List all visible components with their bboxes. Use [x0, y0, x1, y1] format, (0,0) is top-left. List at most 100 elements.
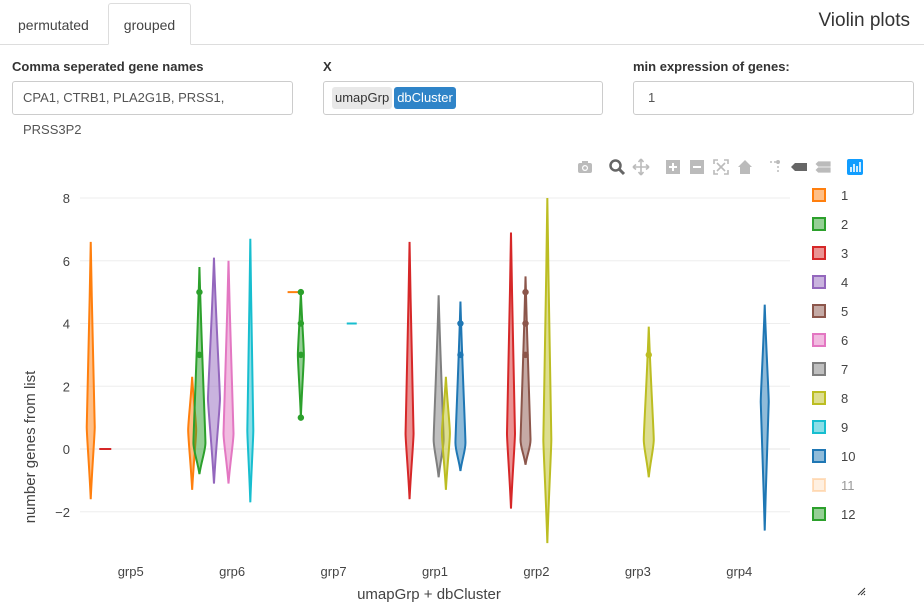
legend-item-1[interactable]: 1 [812, 188, 848, 203]
legend-label: 5 [841, 304, 848, 319]
tab-grouped[interactable]: grouped [108, 3, 191, 45]
y-tick-label: 0 [63, 442, 70, 457]
y-tick-label: 4 [63, 317, 70, 332]
legend-swatch [812, 275, 826, 289]
page-title: Violin plots [818, 10, 910, 31]
legend-swatch [812, 304, 826, 318]
violin-3-grp2 [505, 232, 516, 509]
pan-icon[interactable] [632, 158, 650, 176]
legend-label: 8 [841, 391, 848, 406]
x-tick-label: grp4 [726, 564, 752, 579]
y-axis-title: number genes from list [22, 370, 39, 523]
y-tick-label: −2 [55, 505, 70, 520]
violin-6-grp6 [222, 260, 235, 484]
legend-swatch [812, 246, 826, 260]
tab-bar: permutated grouped Violin plots [0, 0, 924, 45]
legend-label: 4 [841, 275, 848, 290]
x-tick-label: grp1 [422, 564, 448, 579]
violin-10-grp4 [759, 304, 770, 531]
legend-swatch [812, 478, 826, 492]
y-tick-label: 8 [63, 191, 70, 206]
violin-point [297, 320, 305, 327]
violin-3-grp1 [404, 241, 415, 500]
violin-8-grp2 [542, 197, 553, 544]
violin-shape [505, 232, 516, 509]
violin-shape [246, 238, 255, 503]
legend-label: 2 [841, 217, 848, 232]
legend-item-10[interactable]: 10 [812, 449, 855, 464]
violin-shape [440, 376, 451, 490]
x-label: X [323, 59, 332, 74]
tab-permutated[interactable]: permutated [18, 17, 89, 33]
violin-8-grp3 [642, 326, 655, 478]
legend-item-3[interactable]: 3 [812, 246, 848, 261]
violin-shape [642, 326, 655, 478]
violin-10-grp1 [454, 301, 467, 472]
legend-swatch [812, 420, 826, 434]
violin-shape [85, 241, 96, 500]
legend-label: 10 [841, 449, 855, 464]
hover-compare-icon[interactable] [814, 158, 832, 176]
legend-label: 7 [841, 362, 848, 377]
legend-item-4[interactable]: 4 [812, 275, 848, 290]
violin-shape [222, 260, 235, 484]
minexpr-label: min expression of genes: [633, 59, 790, 74]
violin-point [196, 288, 203, 296]
y-tick-label: 2 [63, 379, 70, 394]
violin-chart: −2 0 2 4 6 8 grp5 grp6 grp7 grp1 grp2 grp3 grp4 numb… [22, 188, 855, 603]
x-chip-umapgrp[interactable]: umapGrp [332, 87, 393, 109]
legend-label: 12 [841, 507, 855, 522]
legend-item-7[interactable]: 7 [812, 362, 848, 377]
zoom-icon[interactable] [608, 158, 626, 176]
legend-label: 1 [841, 188, 848, 203]
spike-lines-icon[interactable] [766, 158, 784, 176]
violin-shape [454, 301, 467, 472]
legend-item-11[interactable]: 11 [812, 478, 855, 493]
violin-point [196, 351, 203, 359]
hover-closest-icon[interactable] [790, 158, 808, 176]
violin-point [457, 320, 464, 327]
x-tick-label: grp3 [625, 564, 651, 579]
y-tick-label: 6 [63, 254, 70, 269]
autoscale-icon[interactable] [712, 158, 730, 176]
legend-label: 6 [841, 333, 848, 348]
legend-item-9[interactable]: 9 [812, 420, 848, 435]
resize-handle-icon[interactable] [856, 586, 866, 596]
x-tick-label: grp2 [523, 564, 549, 579]
violin-5-grp2 [519, 276, 532, 465]
violin-9-grp6 [246, 238, 255, 503]
violin-shape [542, 197, 553, 544]
legend-item-5[interactable]: 5 [812, 304, 848, 319]
minexpr-input[interactable]: 1 [633, 81, 914, 115]
violin-2-grp6 [192, 266, 207, 475]
violin-shape [192, 266, 207, 475]
genes-label: Comma seperated gene names [12, 59, 204, 74]
genes-input[interactable]: CPA1, CTRB1, PLA2G1B, PRSS1, PRSS3P2 [12, 81, 293, 137]
x-axis-title: umapGrp + dbCluster [357, 586, 501, 603]
zoom-in-icon[interactable] [664, 158, 682, 176]
violin-point [297, 351, 305, 359]
x-select[interactable]: umapGrp dbCluster [323, 81, 603, 115]
zoom-out-icon[interactable] [688, 158, 706, 176]
violin-point [522, 288, 529, 296]
legend-item-2[interactable]: 2 [812, 217, 848, 232]
camera-icon[interactable] [576, 158, 594, 176]
legend-item-6[interactable]: 6 [812, 333, 848, 348]
plotly-logo-icon[interactable] [846, 158, 864, 176]
legend-item-8[interactable]: 8 [812, 391, 848, 406]
reset-axes-icon[interactable] [736, 158, 754, 176]
legend-swatch [812, 217, 826, 231]
violin-point [522, 351, 529, 359]
legend-item-12[interactable]: 12 [812, 507, 855, 522]
violin-1-grp5 [85, 241, 96, 500]
x-chip-dbcluster[interactable]: dbCluster [394, 87, 456, 109]
legend-swatch [812, 449, 826, 463]
x-tick-label: grp6 [219, 564, 245, 579]
legend-label: 3 [841, 246, 848, 261]
legend-swatch [812, 188, 826, 202]
violin-point [645, 351, 652, 359]
x-tick-label: grp5 [118, 564, 144, 579]
violin-point [297, 288, 305, 296]
legend-swatch [812, 333, 826, 347]
legend-swatch [812, 391, 826, 405]
